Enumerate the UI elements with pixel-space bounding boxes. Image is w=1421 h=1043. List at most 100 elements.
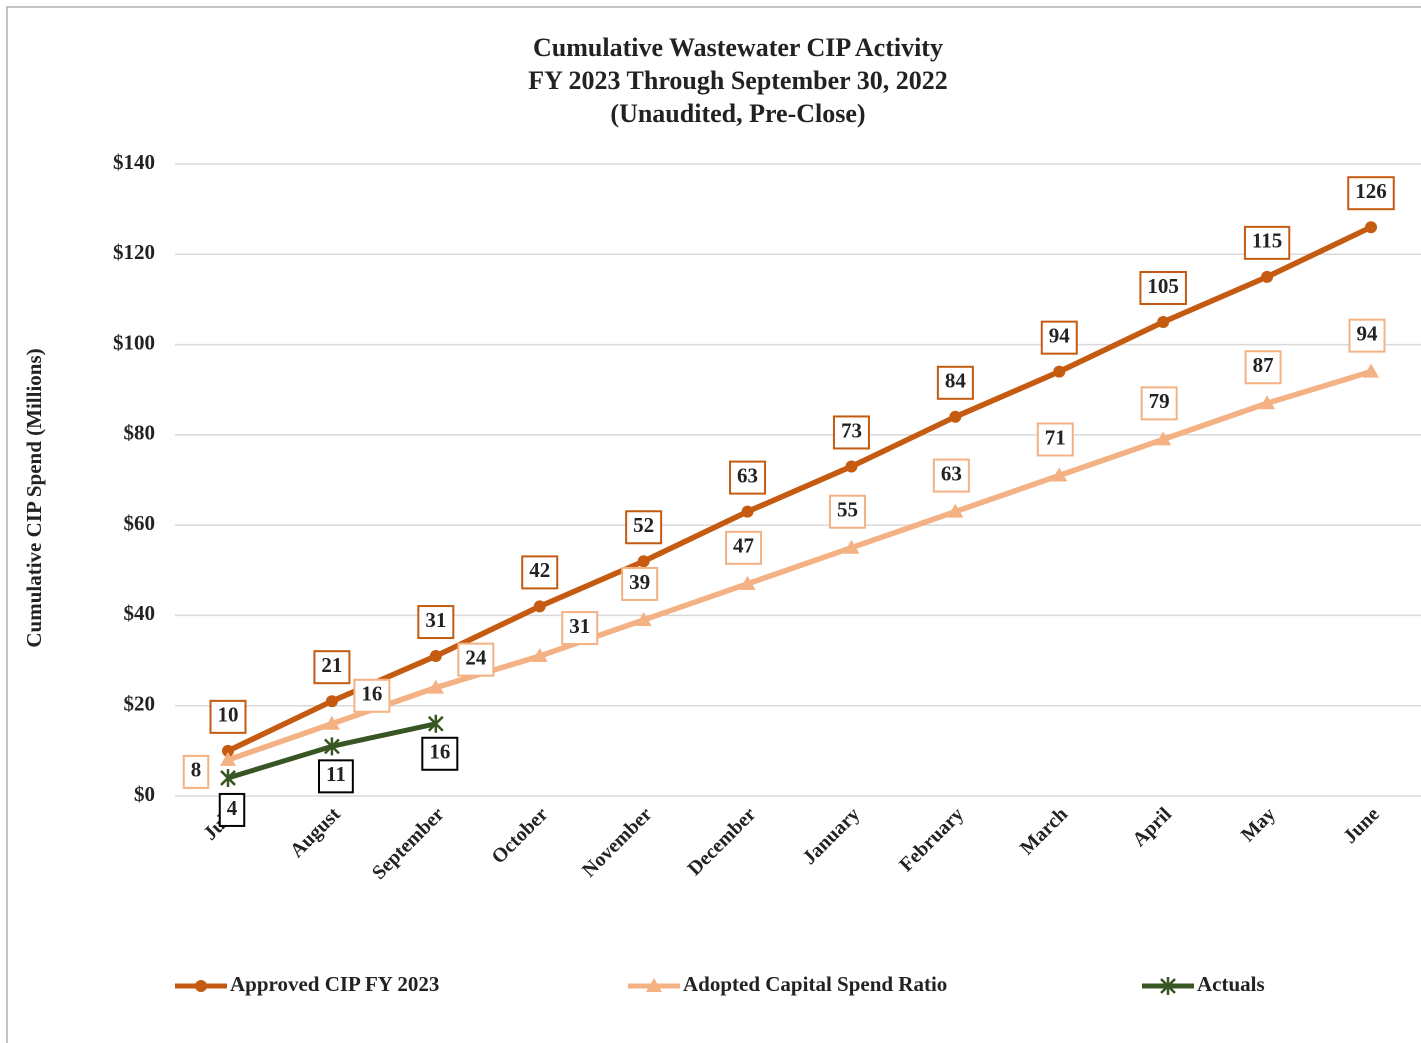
data-label-box xyxy=(932,458,970,493)
data-label-text: 55 xyxy=(837,498,858,522)
data-label-text: 52 xyxy=(633,513,654,537)
data-label-box xyxy=(521,555,559,590)
data-label-box xyxy=(832,415,870,450)
marker xyxy=(739,575,756,590)
marker xyxy=(323,715,340,730)
marker xyxy=(1157,316,1170,328)
data-label: 79 xyxy=(1140,386,1178,421)
data-label-text: 71 xyxy=(1045,425,1066,449)
y-tick-label: $20 xyxy=(124,692,156,716)
data-label-text: 94 xyxy=(1049,323,1071,347)
marker xyxy=(220,768,236,787)
data-label: 94 xyxy=(1348,318,1386,353)
data-label-text: 4 xyxy=(227,796,238,820)
data-label: 31 xyxy=(561,611,599,646)
data-label-text: 39 xyxy=(629,570,650,594)
data-label-text: 16 xyxy=(429,740,450,764)
chart-title: Cumulative Wastewater CIP Activity xyxy=(533,33,943,62)
data-label-text: 63 xyxy=(737,463,758,487)
data-label: 94 xyxy=(1040,320,1078,355)
data-label-text: 84 xyxy=(945,369,967,393)
marker xyxy=(637,555,650,568)
data-label: 71 xyxy=(1036,422,1074,457)
data-label-box xyxy=(1244,350,1282,385)
y-tick-label: $40 xyxy=(124,601,156,625)
legend-marker xyxy=(646,978,662,992)
data-label-text: 79 xyxy=(1149,389,1170,413)
data-label: 11 xyxy=(317,759,354,794)
data-label: 4 xyxy=(218,792,246,827)
data-label-text: 10 xyxy=(218,703,239,727)
series-line xyxy=(227,369,1372,763)
data-label-text: 47 xyxy=(733,534,754,558)
marker xyxy=(843,539,860,554)
data-label: 21 xyxy=(313,650,351,685)
data-label: 47 xyxy=(725,530,763,565)
marker xyxy=(1365,221,1377,234)
marker xyxy=(429,650,442,663)
data-label: 52 xyxy=(625,510,663,545)
marker xyxy=(1155,431,1172,446)
data-label: 31 xyxy=(417,605,455,640)
data-label-text: 11 xyxy=(326,762,346,786)
marker xyxy=(947,503,964,518)
marker xyxy=(533,600,546,613)
data-label-text: 21 xyxy=(321,653,342,677)
marker xyxy=(1261,270,1274,283)
y-tick-label: $60 xyxy=(124,511,156,535)
data-label-box xyxy=(1348,318,1386,353)
data-label: 63 xyxy=(932,458,970,493)
data-label-box xyxy=(182,754,210,789)
data-label-text: 8 xyxy=(191,758,202,782)
data-label-text: 63 xyxy=(941,461,962,485)
data-label-text: 87 xyxy=(1253,353,1274,377)
marker xyxy=(531,648,548,663)
marker xyxy=(325,695,338,708)
marker xyxy=(1259,395,1276,410)
data-label-box xyxy=(936,365,974,400)
data-label-box xyxy=(561,611,599,646)
marker xyxy=(222,744,234,757)
data-label: 105 xyxy=(1139,271,1187,305)
chart-subtitle: (Unaudited, Pre-Close) xyxy=(610,99,865,128)
marker xyxy=(1053,365,1066,378)
y-tick-label: $80 xyxy=(124,421,156,445)
data-label: 16 xyxy=(353,678,391,713)
data-label: 55 xyxy=(828,494,866,529)
data-label-box xyxy=(1243,225,1291,260)
marker xyxy=(845,460,858,473)
data-label-box xyxy=(625,510,663,545)
data-label-box xyxy=(313,650,351,685)
data-label-box xyxy=(621,566,659,601)
legend-label: Adopted Capital Spend Ratio xyxy=(683,972,947,996)
marker xyxy=(427,679,444,694)
marker xyxy=(1051,467,1068,482)
legend-label: Actuals xyxy=(1197,972,1265,996)
marker xyxy=(949,410,962,423)
data-label-box xyxy=(417,605,455,640)
data-label: 24 xyxy=(457,642,495,677)
legend-marker xyxy=(1160,977,1176,995)
data-label-box xyxy=(353,678,391,713)
data-label-text: 31 xyxy=(425,608,446,632)
data-label-text: 94 xyxy=(1357,321,1379,345)
data-label-box xyxy=(1139,271,1187,305)
legend-marker xyxy=(195,980,207,992)
marker xyxy=(635,611,652,626)
data-label-text: 126 xyxy=(1355,179,1387,203)
data-label-text: 115 xyxy=(1252,229,1282,253)
data-label: 87 xyxy=(1244,350,1282,385)
data-label-box xyxy=(421,736,459,771)
y-tick-label: $0 xyxy=(134,782,155,806)
data-label-text: 24 xyxy=(465,645,487,669)
y-tick-label: $140 xyxy=(113,150,155,174)
data-label-text: 105 xyxy=(1147,274,1179,298)
marker xyxy=(324,737,340,756)
data-label-box xyxy=(209,699,247,734)
series-line xyxy=(226,224,1373,754)
data-label-box xyxy=(1347,176,1395,211)
data-label: 10 xyxy=(209,699,247,734)
data-label-box xyxy=(1140,386,1178,421)
data-label-box xyxy=(1036,422,1074,457)
data-label-text: 73 xyxy=(841,418,862,442)
